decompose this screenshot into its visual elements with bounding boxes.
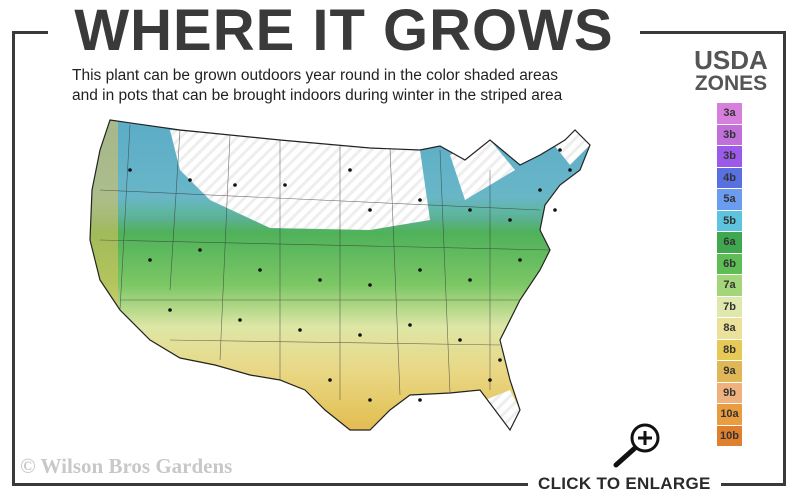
city-marker bbox=[498, 358, 502, 362]
usda-zone-map[interactable] bbox=[70, 110, 630, 460]
city-marker bbox=[408, 323, 412, 327]
legend-title-line-1: USDA bbox=[694, 45, 768, 75]
city-marker bbox=[508, 218, 512, 222]
city-marker bbox=[328, 378, 332, 382]
legend-title: USDA ZONES bbox=[676, 45, 786, 96]
city-marker bbox=[283, 183, 287, 187]
legend-zone-8a: 8a bbox=[717, 318, 742, 339]
city-marker bbox=[318, 278, 322, 282]
magnifier-plus-icon[interactable] bbox=[608, 422, 664, 468]
city-marker bbox=[418, 268, 422, 272]
striped-north-area bbox=[170, 130, 430, 230]
city-marker bbox=[238, 318, 242, 322]
legend-zone-4b: 4b bbox=[717, 167, 742, 188]
city-markers bbox=[128, 148, 572, 402]
subtitle: This plant can be grown outdoors year ro… bbox=[72, 66, 562, 106]
city-marker bbox=[148, 258, 152, 262]
zone-legend: 3a 3b 3b 4b 5a 5b 6a 6b 7a 7b 8a 8b 9a 9b 10a 10b bbox=[717, 103, 742, 447]
city-marker bbox=[298, 328, 302, 332]
west-coast-zone bbox=[90, 120, 118, 430]
city-marker bbox=[128, 168, 132, 172]
city-marker bbox=[518, 258, 522, 262]
subtitle-line-1: This plant can be grown outdoors year ro… bbox=[72, 67, 558, 84]
city-marker bbox=[568, 168, 572, 172]
legend-zone-5a: 5a bbox=[717, 189, 742, 210]
city-marker bbox=[188, 178, 192, 182]
legend-zone-8b: 8b bbox=[717, 339, 742, 360]
city-marker bbox=[198, 248, 202, 252]
city-marker bbox=[553, 208, 557, 212]
city-marker bbox=[358, 333, 362, 337]
city-marker bbox=[368, 208, 372, 212]
legend-zone-9b: 9b bbox=[717, 382, 742, 403]
city-marker bbox=[368, 398, 372, 402]
city-marker bbox=[418, 198, 422, 202]
city-marker bbox=[538, 188, 542, 192]
legend-zone-3a: 3a bbox=[717, 103, 742, 124]
striped-florida-tip bbox=[485, 390, 520, 430]
legend-title-line-2: ZONES bbox=[694, 72, 768, 95]
state-borders bbox=[99, 124, 551, 400]
legend-zone-3b: 3b bbox=[717, 146, 742, 167]
page-title: WHERE IT GROWS bbox=[48, 2, 640, 60]
city-marker bbox=[468, 208, 472, 212]
legend-zone-9a: 9a bbox=[717, 361, 742, 382]
legend-zone-6b: 6b bbox=[717, 253, 742, 274]
legend-zone-10b: 10b bbox=[717, 425, 742, 446]
city-marker bbox=[258, 268, 262, 272]
click-to-enlarge-button[interactable]: CLICK TO ENLARGE bbox=[528, 474, 721, 494]
city-marker bbox=[233, 183, 237, 187]
city-marker bbox=[488, 378, 492, 382]
copyright-watermark: © Wilson Bros Gardens bbox=[20, 454, 233, 478]
legend-zone-10a: 10a bbox=[717, 404, 742, 425]
legend-zone-3b: 3b bbox=[717, 124, 742, 145]
city-marker bbox=[558, 148, 562, 152]
city-marker bbox=[458, 338, 462, 342]
city-marker bbox=[368, 283, 372, 287]
city-marker bbox=[418, 398, 422, 402]
city-marker bbox=[468, 278, 472, 282]
city-marker bbox=[348, 168, 352, 172]
city-marker bbox=[168, 308, 172, 312]
legend-zone-6a: 6a bbox=[717, 232, 742, 253]
subtitle-line-2: and in pots that can be brought indoors … bbox=[72, 87, 563, 104]
legend-zone-7a: 7a bbox=[717, 275, 742, 296]
legend-zone-5b: 5b bbox=[717, 210, 742, 231]
legend-zone-7b: 7b bbox=[717, 296, 742, 317]
